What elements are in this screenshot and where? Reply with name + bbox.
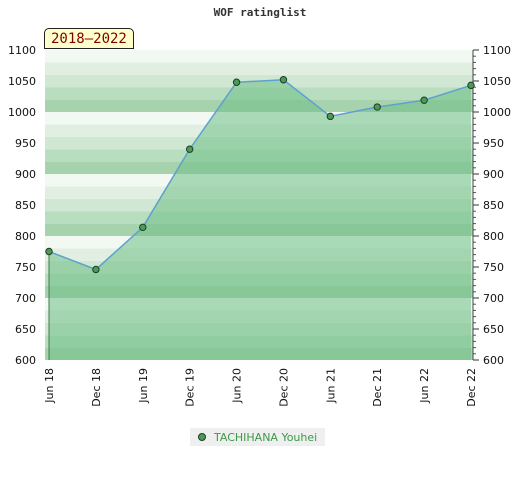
area-layer [48,78,472,360]
y-tick-label-left: 750 [15,261,36,274]
y-tick-label-right: 1000 [483,106,511,119]
y-tick-label-right: 700 [483,292,504,305]
x-tick-label: Dec 18 [90,368,103,407]
y-tick-label-left: 650 [15,323,36,336]
y-tick-label-left: 600 [15,354,36,367]
data-point [467,81,475,90]
legend: TACHIHANA Youhei [190,428,326,446]
data-point [326,112,335,121]
legend-label: TACHIHANA Youhei [214,430,318,444]
y-tick-label-right: 900 [483,168,504,181]
y-tick-label-right: 1100 [483,44,511,57]
legend-marker [198,433,206,441]
data-point [279,76,288,84]
x-tick-label: Jun 20 [231,368,244,404]
x-tick-label: Dec 22 [465,368,478,407]
y-tick-label-left: 800 [15,230,36,243]
data-point [92,265,100,274]
y-tick-label-left: 950 [15,137,36,150]
data-point [420,96,428,104]
data-point [373,103,381,111]
y-tick-label-left: 1050 [8,75,36,88]
grid-band [45,50,473,63]
x-tick-label: Jun 18 [43,368,56,404]
y-tick-label-right: 750 [483,261,504,274]
x-tick-label: Dec 21 [371,368,384,407]
grid-band [45,62,473,75]
x-tick-label: Jun 19 [137,368,150,404]
data-point [139,223,147,232]
y-tick-label-left: 1100 [8,44,36,57]
x-tick-label: Dec 20 [277,368,290,407]
data-point [232,78,241,86]
y-tick-label-right: 650 [483,323,504,336]
y-tick-label-right: 950 [483,137,504,150]
y-tick-label-left: 700 [15,292,36,305]
y-tick-label-right: 600 [483,354,504,367]
y-tick-label-left: 1000 [8,106,36,119]
series-area [49,79,471,360]
y-tick-label-right: 800 [483,230,504,243]
y-tick-label-left: 900 [15,168,36,181]
y-tick-label-left: 850 [15,199,36,212]
series-line [48,78,472,271]
axes [48,49,479,361]
date-range-badge: 2018–2022 [44,28,134,49]
data-point [45,247,53,256]
x-tick-label: Jun 21 [324,368,337,404]
y-tick-label-right: 850 [483,199,504,212]
y-tick-label-right: 1050 [483,75,511,88]
data-point [185,145,194,153]
data-points [45,76,475,274]
x-tick-label: Jun 22 [418,368,431,404]
x-tick-label: Dec 19 [184,368,197,407]
tick-labels: 600 600 650 650 700 700 750 750 800 800 850 850 900 9… [8,44,511,407]
chart-title: WOF ratinglist [213,6,307,19]
